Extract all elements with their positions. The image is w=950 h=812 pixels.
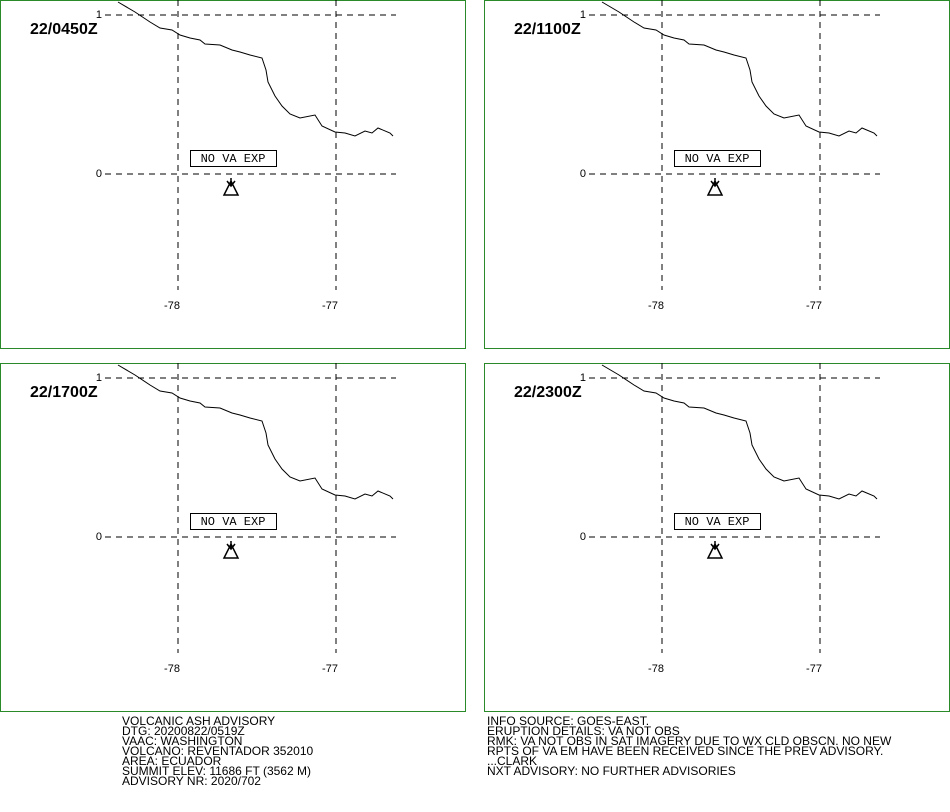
advisory-line: AREA: ECUADOR (122, 754, 222, 768)
longitude-label: -78 (648, 663, 664, 675)
volcano-symbol (222, 178, 240, 196)
status-text: NO VA EXP (685, 152, 750, 166)
panel-frame (0, 363, 466, 712)
status-text: NO VA EXP (201, 152, 266, 166)
advisory-line: RMK: VA NOT OBS IN SAT IMAGERY DUE TO WX… (487, 734, 892, 748)
longitude-label: -78 (648, 300, 664, 312)
longitude-label: -78 (164, 663, 180, 675)
panel-frame (0, 0, 466, 349)
latitude-label: 0 (96, 531, 102, 543)
advisory-line: VOLCANO: REVENTADOR 352010 (122, 744, 314, 758)
map-panel: 1 0 -78 -77 22/1100Z NO VA EXP (484, 0, 950, 349)
advisory-line: ERUPTION DETAILS: VA NOT OBS (487, 724, 680, 738)
latitude-label: 0 (96, 168, 102, 180)
advisory-line: VAAC: WASHINGTON (122, 734, 242, 748)
volcano-symbol (706, 541, 724, 559)
longitude-label: -77 (806, 300, 822, 312)
longitude-label: -77 (806, 663, 822, 675)
longitude-label: -77 (322, 663, 338, 675)
map-panel: 1 0 -78 -77 22/0450Z NO VA EXP (0, 0, 466, 349)
advisory-line: ...CLARK (487, 754, 537, 768)
coastline (117, 364, 394, 500)
longitude-label: -78 (164, 300, 180, 312)
valid-time: 22/0450Z (30, 21, 98, 38)
volcano-symbol (706, 178, 724, 196)
latitude-label: 1 (96, 9, 102, 21)
status-box (190, 513, 277, 530)
valid-time: 22/1700Z (30, 384, 98, 401)
valid-time: 22/2300Z (514, 384, 582, 401)
map-panel: 1 0 -78 -77 22/2300Z NO VA EXP (484, 363, 950, 712)
status-box (674, 513, 761, 530)
advisory-line: RPTS OF VA EM HAVE BEEN RECEIVED SINCE T… (487, 744, 883, 758)
map-panel: 1 0 -78 -77 22/1700Z NO VA EXP (0, 363, 466, 712)
advisory-line: VOLCANIC ASH ADVISORY (122, 714, 275, 728)
coastline (601, 1, 878, 137)
valid-time: 22/1100Z (514, 21, 581, 38)
latitude-label: 1 (580, 372, 586, 384)
coastline (117, 1, 394, 137)
status-text: NO VA EXP (201, 515, 266, 529)
volcano-symbol (222, 541, 240, 559)
advisory-line: SUMMIT ELEV: 11686 FT (3562 M) (122, 764, 311, 778)
coastline (601, 364, 878, 500)
latitude-label: 1 (580, 9, 586, 21)
longitude-label: -77 (322, 300, 338, 312)
status-box (674, 150, 761, 167)
status-text: NO VA EXP (685, 515, 750, 529)
advisory-line: ADVISORY NR: 2020/702 (122, 774, 261, 788)
latitude-label: 1 (96, 372, 102, 384)
advisory-line: DTG: 20200822/0519Z (122, 724, 245, 738)
latitude-label: 0 (580, 531, 586, 543)
advisory-line: NXT ADVISORY: NO FURTHER ADVISORIES (487, 764, 736, 778)
status-box (190, 150, 277, 167)
latitude-label: 0 (580, 168, 586, 180)
advisory-line: INFO SOURCE: GOES-EAST. (487, 714, 649, 728)
